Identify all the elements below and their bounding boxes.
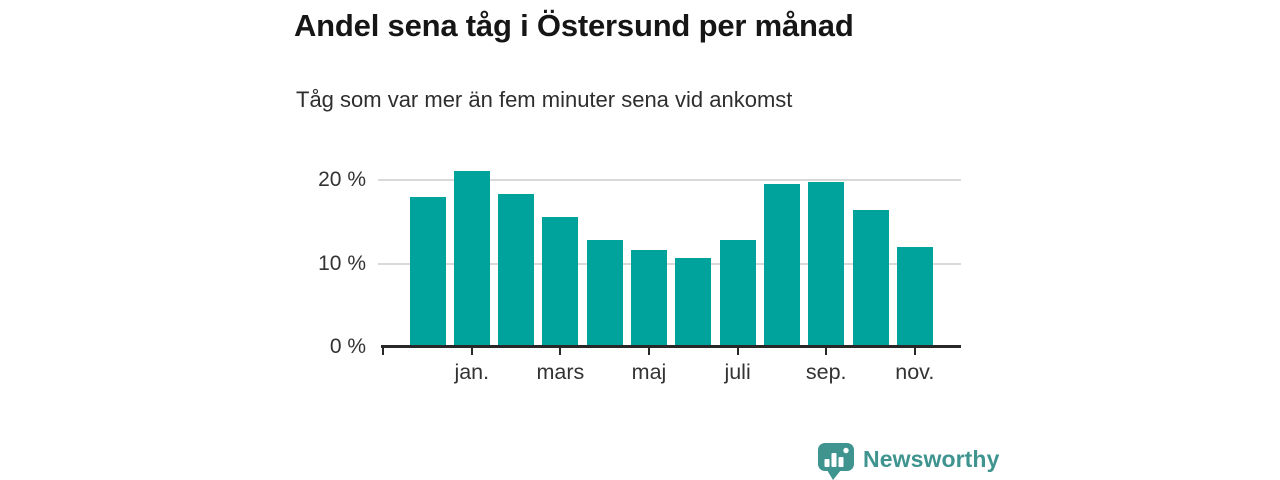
x-axis-tick-sep (825, 348, 828, 355)
bar-okt (852, 210, 889, 347)
x-axis-tick-jan (470, 348, 473, 355)
newsworthy-logo-icon (818, 443, 854, 480)
chart-subtitle: Tåg som var mer än fem minuter sena vid … (296, 87, 793, 112)
bar-dec (409, 197, 446, 347)
bar-feb (498, 193, 535, 347)
x-axis-label-mars: mars (536, 360, 585, 384)
bar-aug (763, 183, 800, 347)
bar-nov (896, 247, 933, 347)
x-axis-tick-juli (736, 348, 739, 355)
x-axis-label-maj: maj (631, 360, 667, 384)
x-axis-tick-maj (648, 348, 650, 355)
x-axis-label-sep: sep. (805, 360, 847, 384)
brand-footer: Newsworthy (817, 442, 999, 480)
y-axis-label-10: 10 % (318, 251, 366, 275)
y-axis-label-20: 20 % (318, 168, 366, 192)
bar-sep (808, 182, 845, 347)
x-axis-label-juli: juli (724, 360, 751, 384)
x-axis-tick-start (382, 348, 384, 355)
y-axis-label-0: 0 % (329, 335, 366, 358)
newsworthy-logo-text: Newsworthy (863, 446, 1000, 472)
x-axis-line (381, 345, 961, 348)
bar-juni (675, 257, 712, 347)
bar-mars (542, 217, 579, 347)
bar-jan (453, 171, 490, 347)
bar-maj (631, 250, 667, 347)
x-axis-tick-nov (913, 348, 916, 355)
chart-title: Andel sena tåg i Östersund per månad (294, 8, 854, 43)
x-axis-label-jan: jan. (454, 360, 490, 384)
gridline-10pct (378, 262, 961, 265)
gridline-20pct (378, 179, 961, 182)
bar-apr (586, 239, 623, 347)
x-axis-tick-mars (559, 348, 562, 355)
bar-juli (719, 239, 756, 347)
x-axis-label-nov: nov. (895, 360, 935, 384)
